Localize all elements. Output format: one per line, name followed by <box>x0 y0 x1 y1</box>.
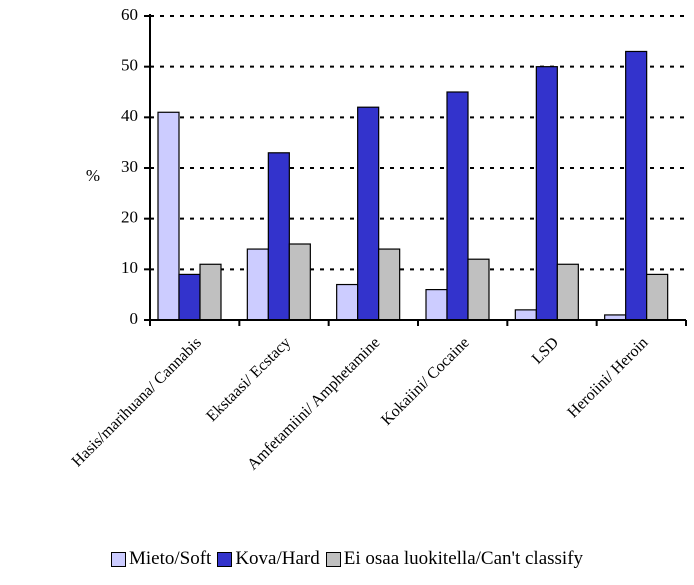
legend-label: Ei osaa luokitella/Can't classify <box>343 548 584 569</box>
y-tick-labels: 0 10 20 30 40 50 60 <box>121 5 138 328</box>
bar <box>336 283 359 321</box>
bar <box>535 66 558 321</box>
legend-label: Kova/Hard <box>235 548 320 569</box>
legend-item: Ei osaa luokitella/Can't classify <box>325 548 584 570</box>
legend-swatch <box>110 551 126 567</box>
y-tick-label: 50 <box>121 56 138 75</box>
legend-label: Mieto/Soft <box>128 548 212 569</box>
bar <box>625 50 648 321</box>
bar <box>288 243 311 321</box>
bar <box>267 152 290 321</box>
y-tick-label: 10 <box>121 258 138 277</box>
y-tick-label: 0 <box>130 309 139 328</box>
bar <box>246 248 269 321</box>
bar <box>425 289 448 321</box>
x-tick-label: Heroiini/ Heroin <box>564 334 651 421</box>
bar <box>467 258 490 321</box>
bar <box>514 309 537 321</box>
axes <box>144 14 687 326</box>
x-tick-label: Ekstaasi/ Ecstacy <box>203 334 294 425</box>
x-tick-label: LSD <box>529 334 562 367</box>
legend: Mieto/Soft Kova/Hard Ei osaa luokitella/Ca… <box>0 548 694 573</box>
bar <box>556 263 579 321</box>
bar <box>357 106 380 321</box>
bar <box>378 248 401 321</box>
legend-swatch <box>325 551 341 567</box>
y-tick-label: 60 <box>121 5 138 24</box>
legend-item: Kova/Hard <box>217 548 320 570</box>
bar <box>157 111 180 321</box>
bar-chart: 0 10 20 30 40 50 60 Hasis/marihuana/ CannabisE… <box>69 5 687 473</box>
y-tick-label: 20 <box>121 208 138 227</box>
y-tick-label: 40 <box>121 106 138 125</box>
bar <box>646 273 669 321</box>
bar <box>446 91 469 321</box>
bar <box>199 263 222 321</box>
y-tick-label: 30 <box>121 157 138 176</box>
bars <box>157 50 669 321</box>
x-tick-label: Kokaiini/ Cocaine <box>378 334 473 429</box>
y-axis-label: % <box>86 166 100 185</box>
legend-swatch <box>217 551 233 567</box>
bar <box>178 273 201 321</box>
x-tick-label: Hasis/marihuana/ Cannabis <box>69 334 205 470</box>
legend-item: Mieto/Soft <box>110 548 212 570</box>
gridlines <box>150 15 686 271</box>
